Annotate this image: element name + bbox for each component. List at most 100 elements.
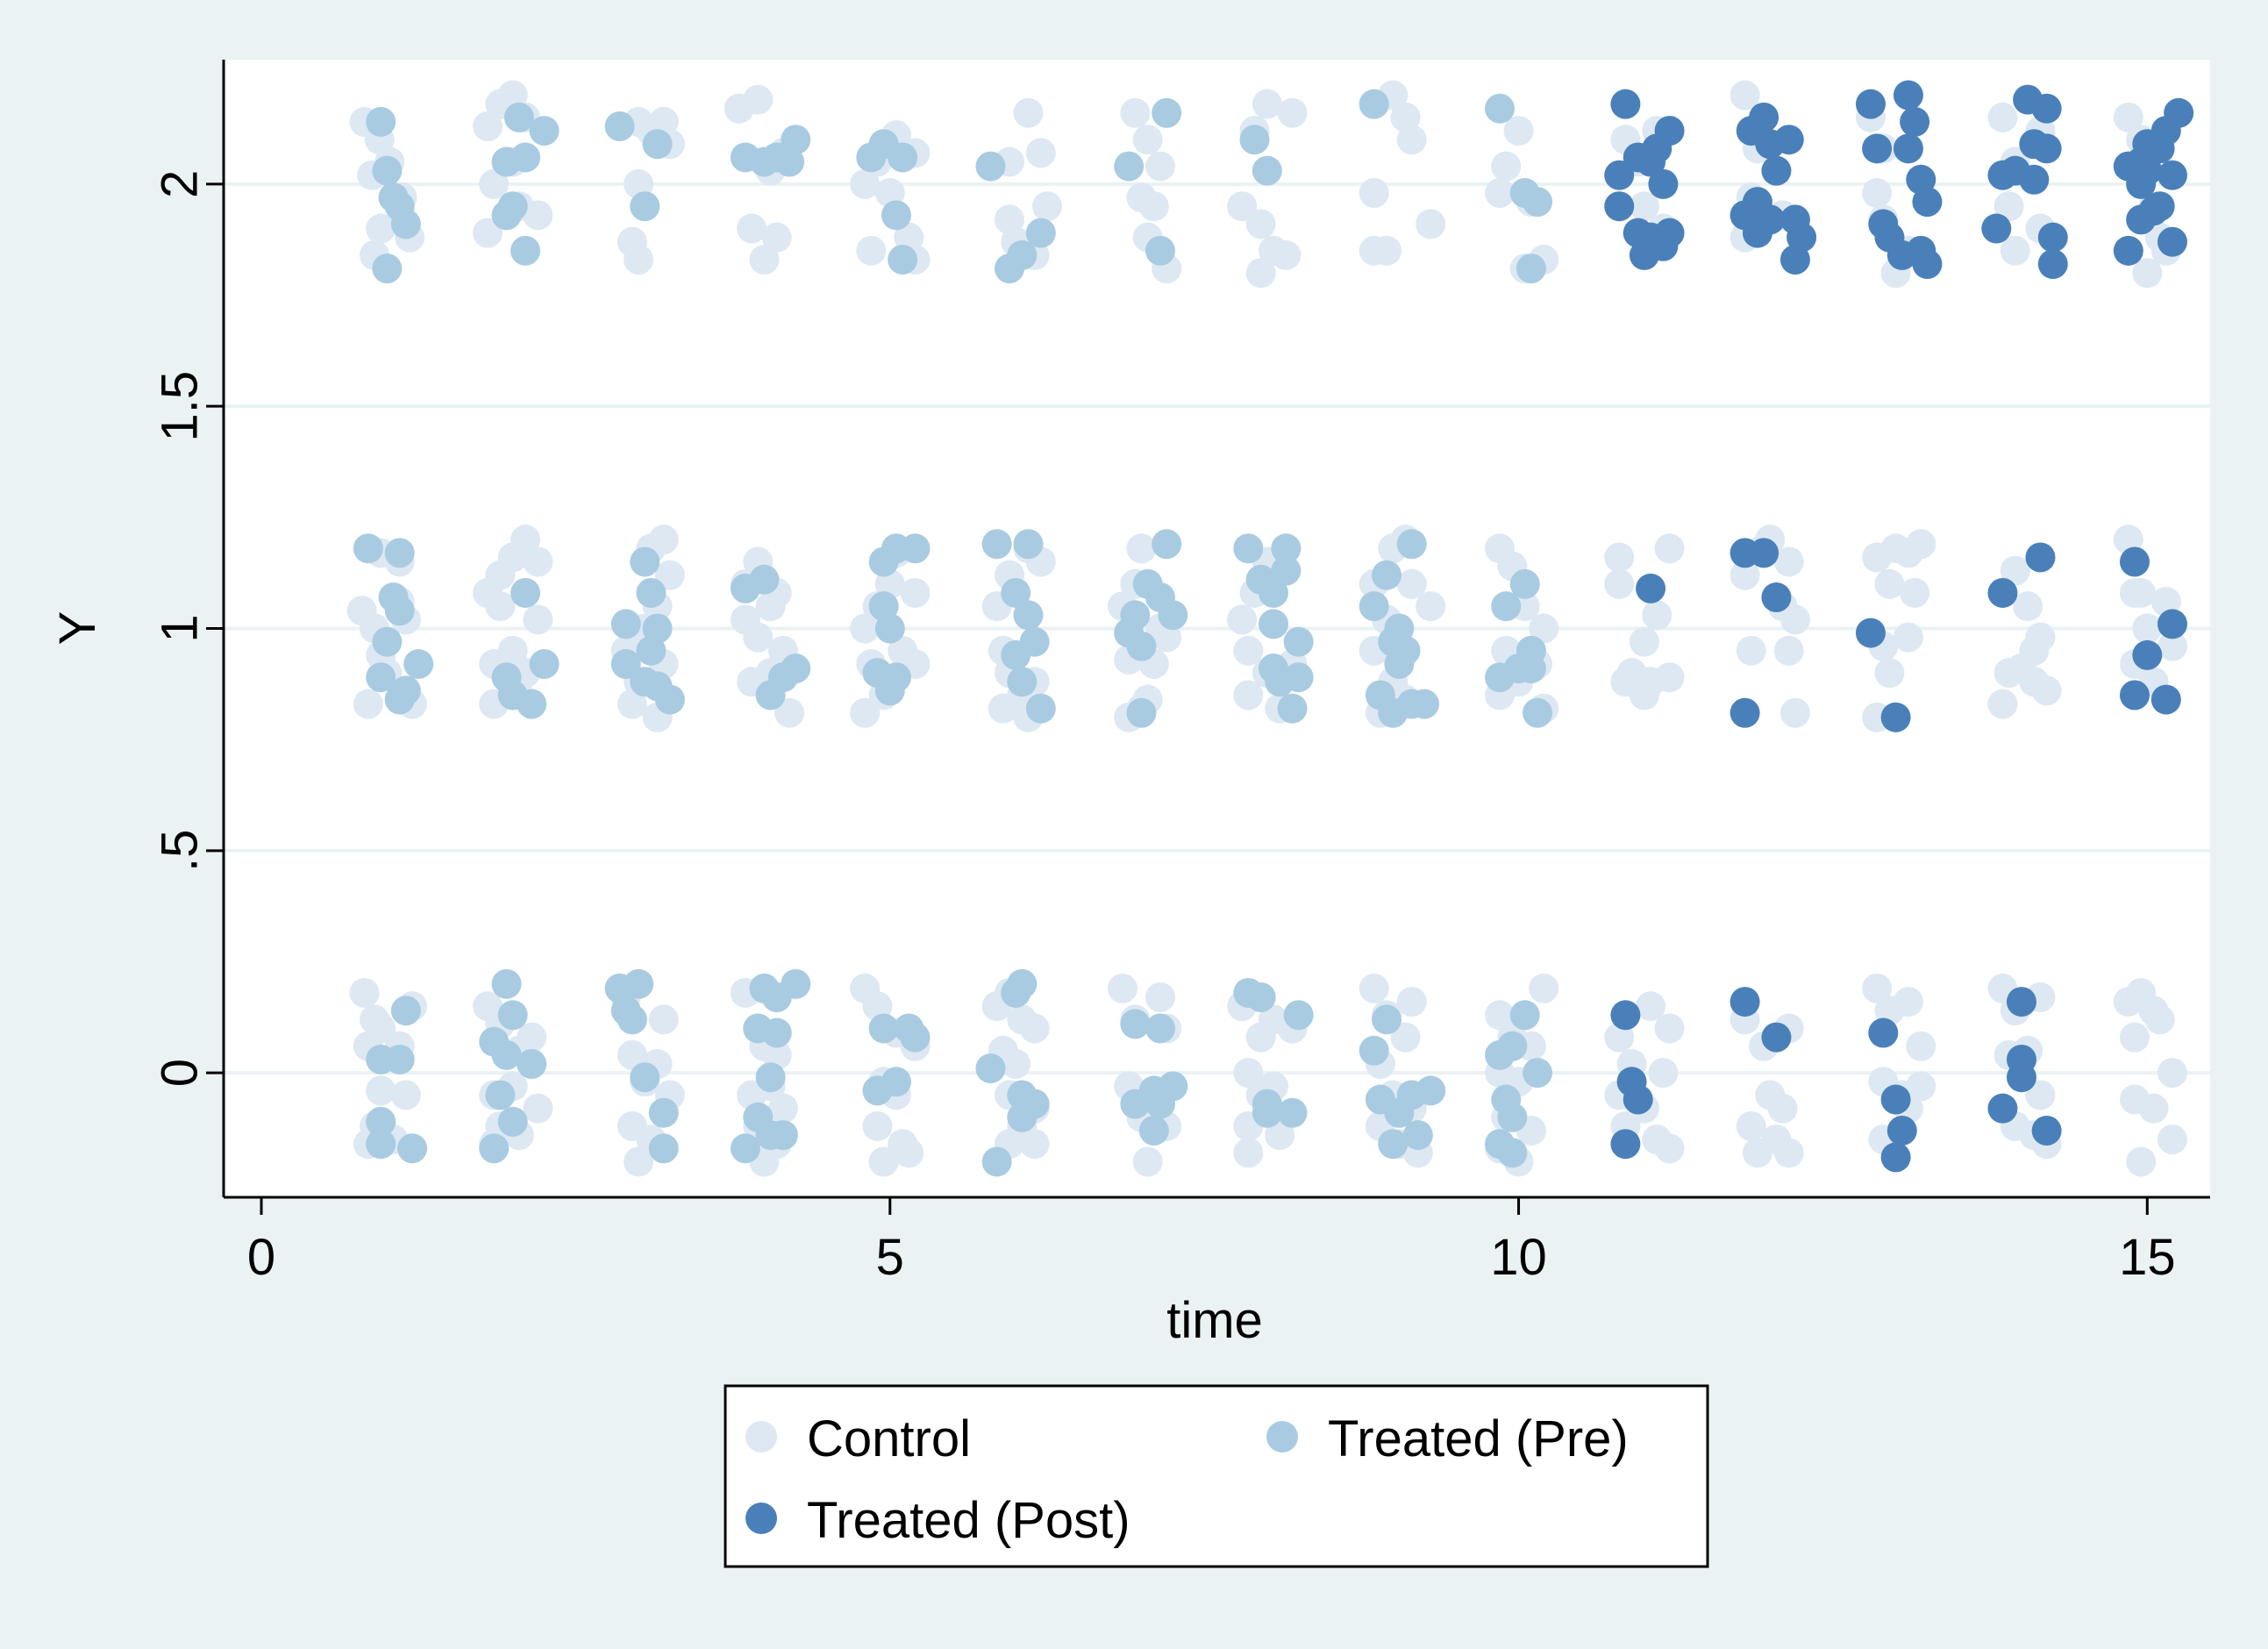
data-point-treated-pre xyxy=(497,191,528,222)
data-point-control xyxy=(523,1093,553,1124)
data-point-treated-pre xyxy=(403,649,434,680)
data-point-control xyxy=(1485,1000,1516,1031)
data-point-treated-pre xyxy=(366,662,396,693)
data-point-control xyxy=(761,222,792,253)
data-point-control xyxy=(894,1138,924,1168)
data-point-treated-post xyxy=(2132,155,2163,186)
data-point-treated-pre xyxy=(636,577,667,608)
data-point-control xyxy=(2132,613,2163,644)
data-point-treated-post xyxy=(1855,617,1886,648)
data-point-control xyxy=(485,591,516,622)
data-point-control xyxy=(473,218,503,248)
data-point-control xyxy=(743,622,774,653)
data-point-control xyxy=(2000,235,2030,266)
data-point-treated-post xyxy=(1742,218,1772,248)
data-point-control xyxy=(1138,191,1169,222)
data-point-control xyxy=(2113,102,2143,132)
data-point-treated-post xyxy=(1900,106,1930,137)
data-point-control xyxy=(1642,600,1672,631)
data-point-treated-pre xyxy=(1126,697,1157,728)
data-point-control xyxy=(1491,151,1522,182)
data-point-treated-pre xyxy=(630,1062,660,1093)
data-point-treated-pre xyxy=(1396,529,1427,560)
data-point-treated-pre xyxy=(781,125,811,155)
data-point-control xyxy=(1019,1013,1050,1044)
data-point-control xyxy=(1233,680,1264,710)
data-point-treated-pre xyxy=(730,1133,760,1164)
data-point-control xyxy=(1987,102,2018,132)
data-point-treated-pre xyxy=(372,155,403,186)
data-point-control xyxy=(749,244,780,275)
data-point-control xyxy=(1779,604,1810,635)
data-point-treated-post xyxy=(1893,133,1923,164)
data-point-control xyxy=(624,244,654,275)
data-point-control xyxy=(1277,97,1308,128)
data-point-treated-post xyxy=(2031,1116,2062,1146)
data-point-control xyxy=(1730,80,1760,111)
data-point-control xyxy=(353,689,383,719)
data-point-control xyxy=(1233,1058,1264,1089)
legend-label-treated-pre: Treated (Pre) xyxy=(1328,1410,1629,1467)
data-point-control xyxy=(1736,1110,1766,1141)
data-point-control xyxy=(1742,1138,1772,1168)
data-point-treated-post xyxy=(2019,164,2050,195)
data-point-treated-post xyxy=(1648,168,1679,199)
data-point-control xyxy=(1485,177,1516,208)
data-point-treated-pre xyxy=(1516,253,1546,284)
y-axis-title: Y xyxy=(49,611,106,646)
data-point-treated-pre xyxy=(390,675,421,706)
data-point-control xyxy=(1271,239,1302,270)
data-point-treated-post xyxy=(1862,133,1893,164)
data-point-treated-pre xyxy=(1145,1013,1175,1044)
data-point-treated-post xyxy=(1912,249,1943,280)
data-point-treated-pre xyxy=(1409,689,1440,719)
data-point-treated-pre xyxy=(1013,529,1044,560)
data-point-control xyxy=(523,200,553,231)
data-point-treated-pre xyxy=(1120,1009,1151,1039)
data-point-control xyxy=(523,604,553,635)
data-point-treated-pre xyxy=(372,626,403,657)
data-point-control xyxy=(1629,680,1659,710)
data-point-treated-pre xyxy=(1152,529,1182,560)
data-point-treated-pre xyxy=(1359,1035,1389,1066)
data-point-treated-post xyxy=(2119,546,2150,577)
data-point-control xyxy=(390,1080,421,1110)
data-point-treated-pre xyxy=(981,1146,1012,1177)
data-point-control xyxy=(1145,982,1175,1013)
data-point-control xyxy=(1227,604,1258,635)
data-point-treated-pre xyxy=(1372,1004,1402,1035)
y-tick-label: 1 xyxy=(152,614,209,642)
data-point-treated-pre xyxy=(654,684,685,715)
data-point-control xyxy=(624,1146,654,1177)
data-point-treated-pre xyxy=(397,1133,428,1164)
data-point-treated-pre xyxy=(510,142,541,173)
data-point-control xyxy=(1648,1058,1679,1089)
data-point-treated-pre xyxy=(642,129,673,160)
data-point-control xyxy=(1227,191,1258,222)
data-point-treated-post xyxy=(1880,702,1911,732)
data-point-treated-pre xyxy=(366,1129,396,1160)
data-point-treated-pre xyxy=(761,1017,792,1048)
data-point-control xyxy=(1396,125,1427,155)
data-point-control xyxy=(479,168,510,199)
data-point-treated-pre xyxy=(1497,1138,1528,1168)
data-point-control xyxy=(2132,258,2163,289)
data-point-treated-pre xyxy=(1416,1075,1446,1106)
data-point-control xyxy=(1730,560,1760,590)
data-point-treated-pre xyxy=(648,1097,679,1128)
data-point-treated-pre xyxy=(1007,667,1038,697)
data-point-treated-pre xyxy=(1259,577,1289,608)
data-point-treated-pre xyxy=(1233,533,1264,564)
y-tick-label: .5 xyxy=(152,830,209,872)
data-point-treated-pre xyxy=(767,1120,798,1151)
data-point-control xyxy=(1773,1138,1804,1168)
data-point-treated-post xyxy=(2138,196,2169,226)
data-point-treated-pre xyxy=(510,235,541,266)
data-point-control xyxy=(1900,577,1930,608)
data-point-treated-pre xyxy=(1277,1097,1308,1128)
data-point-treated-pre xyxy=(1283,1000,1314,1031)
data-point-control xyxy=(1120,97,1151,128)
data-point-control xyxy=(2126,577,2157,608)
data-point-treated-pre xyxy=(497,1106,528,1137)
